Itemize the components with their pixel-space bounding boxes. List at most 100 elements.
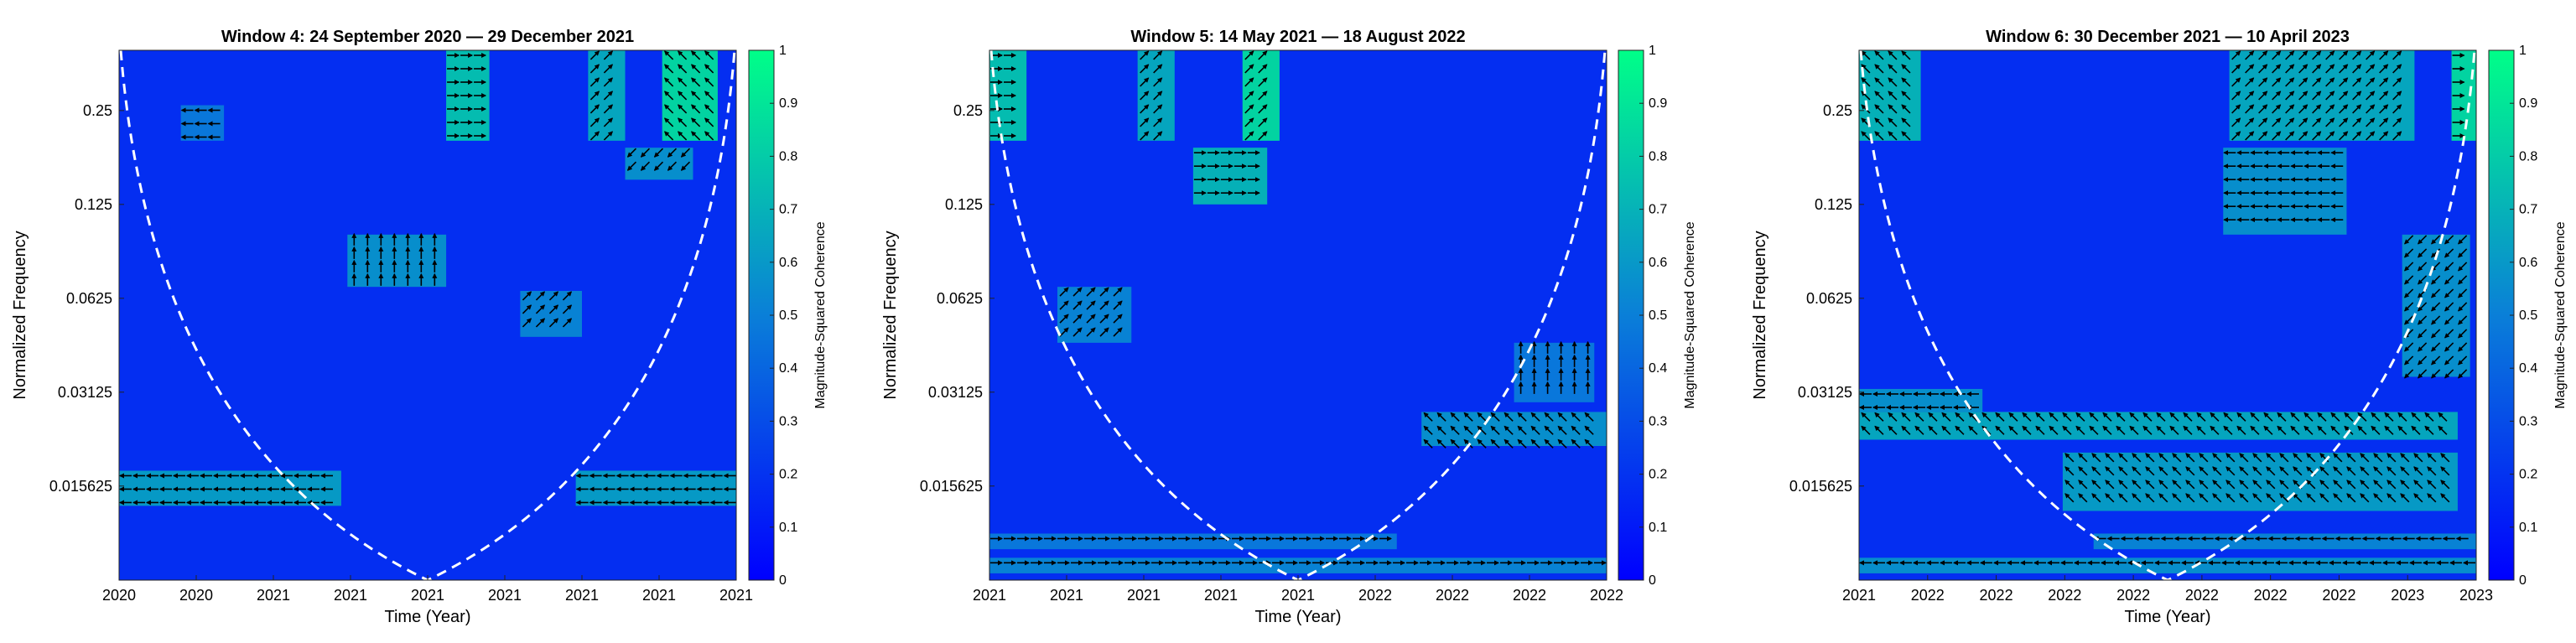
phase-arrow [1995,425,2005,435]
phase-arrow [1571,412,1581,422]
phase-arrow [2285,50,2295,60]
phase-arrow [1086,314,1096,324]
x-tick-label: 2021 [1050,587,1083,604]
coherence-region [989,557,1607,573]
phase-arrow [1995,412,2005,422]
phase-arrow [2400,493,2410,503]
phase-arrow [2290,425,2300,435]
phase-arrow [2373,493,2383,503]
phase-arrow [2258,131,2268,141]
phase-arrow [2427,466,2437,476]
phase-arrow [1888,425,1898,435]
phase-arrow [2306,480,2316,490]
phase-arrow [2210,425,2220,435]
phase-arrow [704,64,714,74]
phase-arrow [1436,412,1446,422]
phase-arrow [2250,412,2260,422]
phase-arrow [603,104,614,114]
phase-arrow [2411,412,2421,422]
colorbar-tick-label: 0.9 [779,96,797,111]
phase-arrow [2285,91,2295,101]
phase-arrow [2089,425,2099,435]
phase-arrow [1244,91,1254,101]
phase-arrow [2156,425,2166,435]
phase-arrow [2418,275,2428,285]
phase-arrow [1477,425,1487,435]
phase-arrow [2298,64,2309,74]
phase-arrow [1901,117,1911,127]
phase-arrow [1504,425,1514,435]
phase-arrow [2185,466,2195,476]
y-tick-label: 0.03125 [928,384,983,401]
x-tick-label: 2022 [1513,587,1546,604]
phase-arrow [691,131,701,141]
phase-arrow [2325,117,2335,127]
colorbar-tick-label: 0.2 [2519,468,2537,482]
phase-arrow [1113,314,1123,324]
phase-arrow [2263,425,2273,435]
x-tick-label: 2022 [1436,587,1469,604]
phase-arrow [2431,369,2441,379]
phase-arrow [1941,425,1951,435]
phase-arrow [2078,480,2088,490]
coherence-region [575,470,736,506]
phase-arrow [1244,64,1254,74]
phase-arrow [2158,466,2168,476]
phase-arrow [2231,64,2241,74]
phase-arrow [1874,64,1884,74]
phase-arrow [2212,453,2222,463]
phase-arrow [640,148,651,158]
phase-arrow [2346,493,2356,503]
phase-arrow [691,104,701,114]
phase-arrow [2360,466,2370,476]
phase-arrow [2339,77,2349,87]
x-tick-label: 2020 [102,587,136,604]
phase-arrow [704,117,714,127]
phase-arrow [2458,315,2468,325]
coherence-panel-5: Window 5: 14 May 2021 — 18 August 2022 0.… [881,28,1697,626]
phase-arrow [2132,466,2142,476]
colorbar-tick-label: 0.7 [779,203,797,217]
phase-arrow [2373,453,2383,463]
phase-arrow [2444,342,2454,352]
phase-arrow [1099,314,1109,324]
phase-arrow [2272,131,2282,141]
phase-arrow [1544,425,1554,435]
phase-arrow [2272,104,2282,114]
phase-arrow [2239,466,2249,476]
phase-arrow [2145,466,2155,476]
phase-arrow [2196,412,2206,422]
colorbar-tick-label: 0.8 [1649,149,1667,163]
phase-arrow [1941,412,1951,422]
phase-arrow [1140,77,1150,87]
phase-arrow [2384,412,2394,422]
phase-arrow [2142,425,2153,435]
phase-arrow [691,117,701,127]
phase-arrow [1086,287,1096,297]
phase-arrow [522,304,532,314]
phase-arrow [1072,300,1083,310]
phase-arrow [2078,453,2088,463]
phase-arrow [2444,302,2454,312]
phase-arrow [1955,425,1965,435]
colorbar-tick-label: 0.7 [1649,203,1667,217]
phase-arrow [2458,302,2468,312]
x-tick-label: 2021 [488,587,522,604]
phase-arrow [603,117,614,127]
phase-arrow [2427,480,2437,490]
phase-arrow [2245,104,2255,114]
phase-arrow [2444,235,2454,245]
phase-arrow [2285,131,2295,141]
phase-arrow [2258,104,2268,114]
phase-arrow [2185,493,2195,503]
phase-arrow [2225,493,2236,503]
phase-arrow [664,91,674,101]
phase-arrow [704,131,714,141]
phase-arrow [2210,412,2220,422]
phase-arrow [603,77,614,87]
phase-arrow [589,50,600,60]
phase-arrow [2431,342,2441,352]
phase-arrow [2236,425,2246,435]
phase-arrow [1244,131,1254,141]
phase-arrow [2404,288,2414,298]
